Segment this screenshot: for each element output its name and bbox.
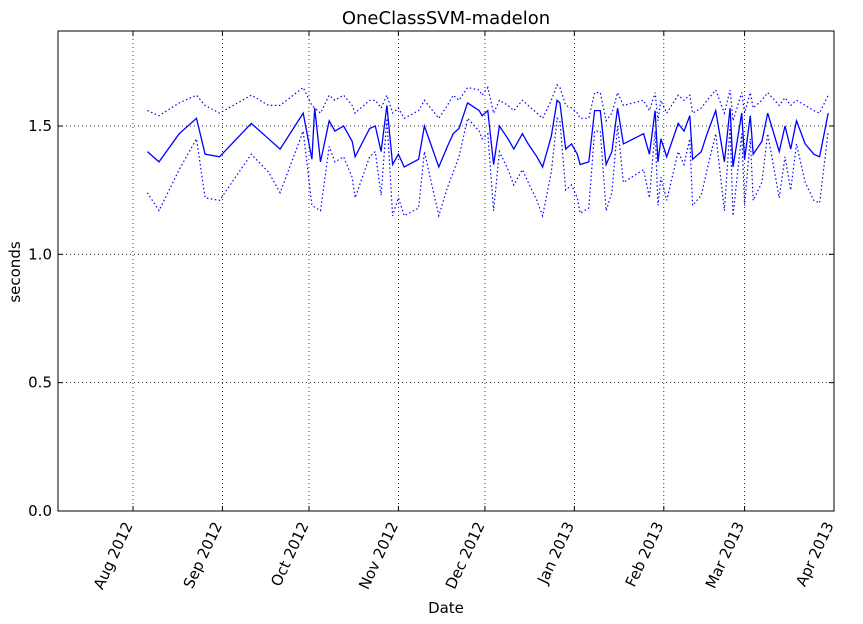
- y-tick-label: 0.0: [28, 502, 52, 520]
- chart-title: OneClassSVM-madelon: [342, 8, 550, 29]
- y-tick-label: 1.0: [28, 245, 52, 263]
- plot-frame: [57, 30, 835, 512]
- y-tick-label: 1.5: [28, 117, 52, 135]
- y-axis-label: seconds: [6, 241, 24, 302]
- y-tick-label: 0.5: [28, 374, 52, 392]
- data-series: [146, 83, 829, 219]
- x-axis-label: Date: [428, 599, 464, 617]
- series-line-mean: [146, 98, 829, 169]
- series-line-lower: [146, 117, 829, 219]
